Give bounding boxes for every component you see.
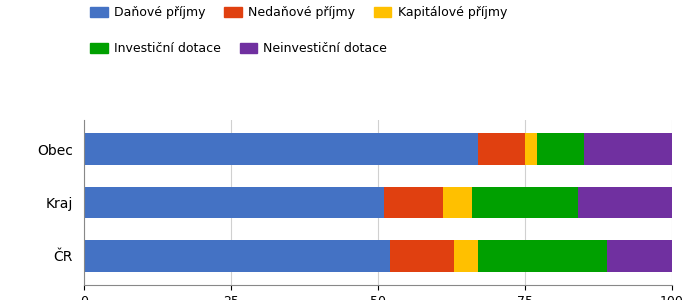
Bar bbox=[608, 240, 672, 272]
Bar bbox=[454, 240, 478, 272]
Bar bbox=[84, 240, 390, 272]
Bar bbox=[84, 187, 384, 218]
Legend: Daňové příjmy, Nedaňové příjmy, Kapitálové příjmy: Daňové příjmy, Nedaňové příjmy, Kapitálo… bbox=[90, 6, 507, 19]
Bar bbox=[384, 187, 442, 218]
Bar bbox=[84, 133, 478, 165]
Bar bbox=[584, 133, 672, 165]
Bar bbox=[390, 240, 454, 272]
Bar bbox=[525, 133, 537, 165]
Bar bbox=[472, 187, 578, 218]
Bar bbox=[578, 187, 672, 218]
Bar bbox=[537, 133, 584, 165]
Bar bbox=[478, 240, 608, 272]
Bar bbox=[442, 187, 472, 218]
Legend: Investiční dotace, Neinvestiční dotace: Investiční dotace, Neinvestiční dotace bbox=[90, 42, 387, 55]
Bar bbox=[478, 133, 525, 165]
